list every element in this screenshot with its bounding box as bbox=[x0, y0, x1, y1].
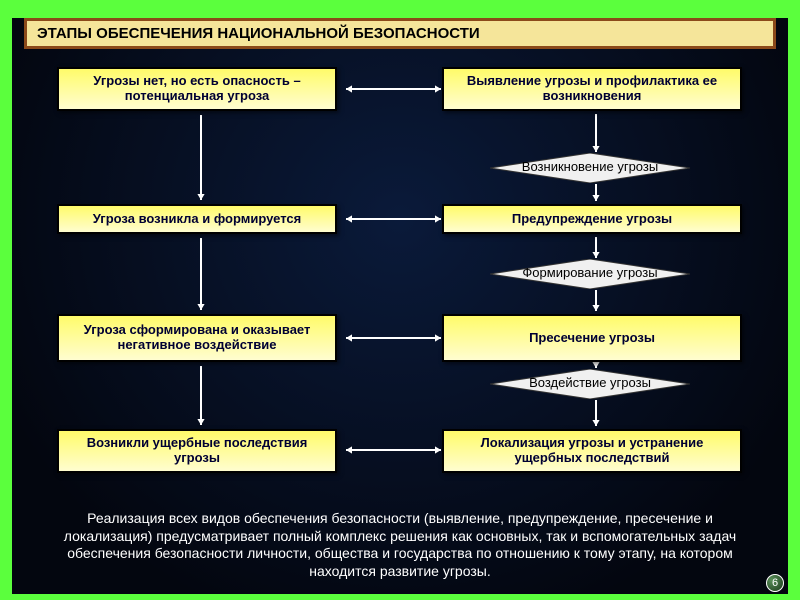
right-box-0: Выявление угрозы и профилактика ее возни… bbox=[442, 67, 742, 111]
left-box-2: Угроза сформирована и оказывает негативн… bbox=[57, 314, 337, 362]
right-box-3: Локализация угрозы и устранение ущербных… bbox=[442, 429, 742, 473]
left-box-3: Возникли ущербные последствия угрозы bbox=[57, 429, 337, 473]
left-box-0: Угрозы нет, но есть опасность – потенциа… bbox=[57, 67, 337, 111]
diamond-2: Воздействие угрозы bbox=[490, 369, 690, 399]
left-box-1: Угроза возникла и формируется bbox=[57, 204, 337, 234]
right-box-2: Пресечение угрозы bbox=[442, 314, 742, 362]
inner-bg: ЭТАПЫ ОБЕСПЕЧЕНИЯ НАЦИОНАЛЬНОЙ БЕЗОПАСНО… bbox=[12, 18, 788, 594]
diamond-1: Формирование угрозы bbox=[490, 259, 690, 289]
page-number: 6 bbox=[766, 574, 784, 592]
header-title: ЭТАПЫ ОБЕСПЕЧЕНИЯ НАЦИОНАЛЬНОЙ БЕЗОПАСНО… bbox=[24, 18, 776, 49]
diagram: Угрозы нет, но есть опасность – потенциа… bbox=[12, 59, 788, 469]
right-box-1: Предупреждение угрозы bbox=[442, 204, 742, 234]
footer-text: Реализация всех видов обеспечения безопа… bbox=[42, 510, 758, 580]
diamond-0: Возникновение угрозы bbox=[490, 153, 690, 183]
outer-frame: ЭТАПЫ ОБЕСПЕЧЕНИЯ НАЦИОНАЛЬНОЙ БЕЗОПАСНО… bbox=[0, 0, 800, 600]
